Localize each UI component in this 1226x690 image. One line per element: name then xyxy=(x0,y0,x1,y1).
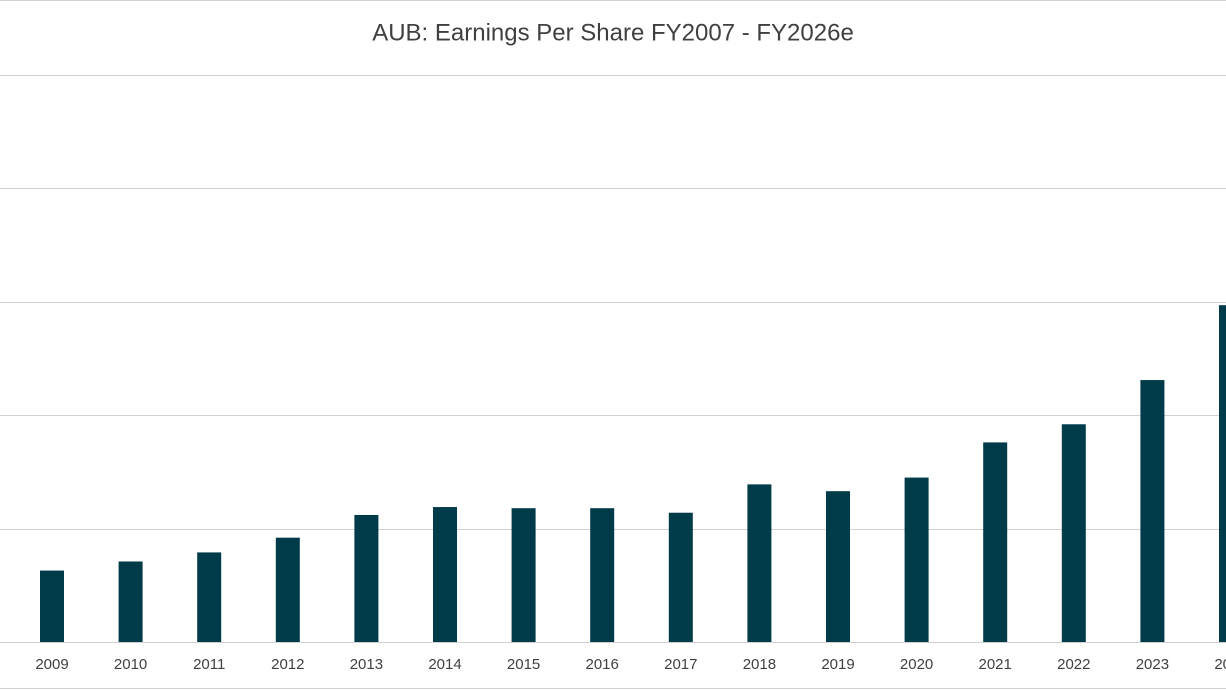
bar xyxy=(668,512,693,642)
bar xyxy=(1219,305,1226,642)
x-tick-label: 2021 xyxy=(979,656,1012,673)
bar xyxy=(40,570,64,642)
x-tick-label: 2015 xyxy=(507,656,540,673)
bar xyxy=(747,484,772,642)
bar xyxy=(1061,424,1086,642)
x-tick-label: 2011 xyxy=(193,656,225,673)
bar xyxy=(590,508,615,642)
x-tick-label: 2024 xyxy=(1214,656,1226,673)
bar xyxy=(354,514,379,642)
x-tick-label: 2009 xyxy=(35,656,68,673)
bar xyxy=(511,508,536,642)
x-tick-label: 2022 xyxy=(1057,656,1090,673)
x-tick-label: 2010 xyxy=(114,656,147,673)
bar xyxy=(1140,380,1165,642)
bar xyxy=(275,537,300,642)
x-tick-label: 2013 xyxy=(350,656,383,673)
bar xyxy=(433,507,457,642)
bar xyxy=(904,477,929,642)
chart-title: AUB: Earnings Per Share FY2007 - FY2026e xyxy=(372,19,854,46)
x-tick-label: 2017 xyxy=(664,656,697,673)
x-tick-label: 2020 xyxy=(900,656,933,673)
bar xyxy=(983,442,1008,642)
x-tick-label: 2014 xyxy=(428,656,461,673)
x-tick-label: 2012 xyxy=(271,656,304,673)
x-tick-label: 2019 xyxy=(821,656,854,673)
x-tick-label: 2018 xyxy=(743,656,776,673)
bar xyxy=(197,552,222,642)
bar xyxy=(826,491,850,642)
bar xyxy=(118,561,143,642)
x-tick-label: 2023 xyxy=(1136,656,1169,673)
x-tick-label: 2016 xyxy=(586,656,619,673)
